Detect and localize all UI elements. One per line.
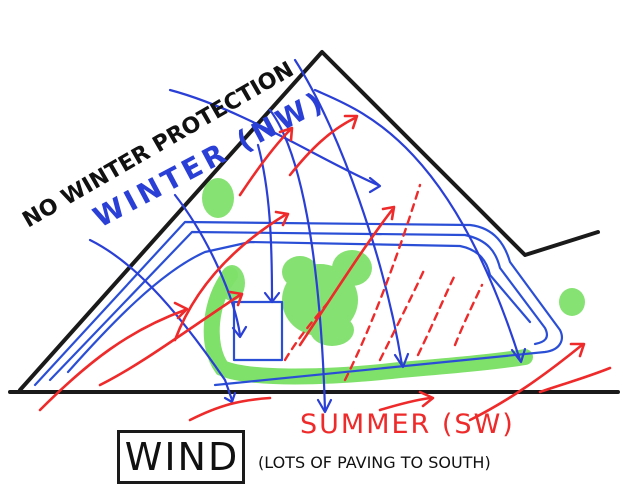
tree-cluster-northwest [202, 178, 234, 218]
circulation-path [33, 220, 563, 387]
tree-cluster-central-3 [282, 256, 318, 288]
summer-wind-arrows [38, 114, 612, 422]
building-footprint [232, 300, 284, 362]
wind-title: WIND [124, 435, 240, 479]
tree-cluster-east [559, 288, 585, 316]
paving-note: (LOTS OF PAVING TO SOUTH) [258, 453, 491, 472]
summer-sw-label: SUMMER (SW) [300, 409, 515, 440]
wind-title-box [117, 430, 245, 484]
green-hedge-row [203, 267, 533, 385]
summer-wind-dashed-arrows [283, 183, 484, 382]
